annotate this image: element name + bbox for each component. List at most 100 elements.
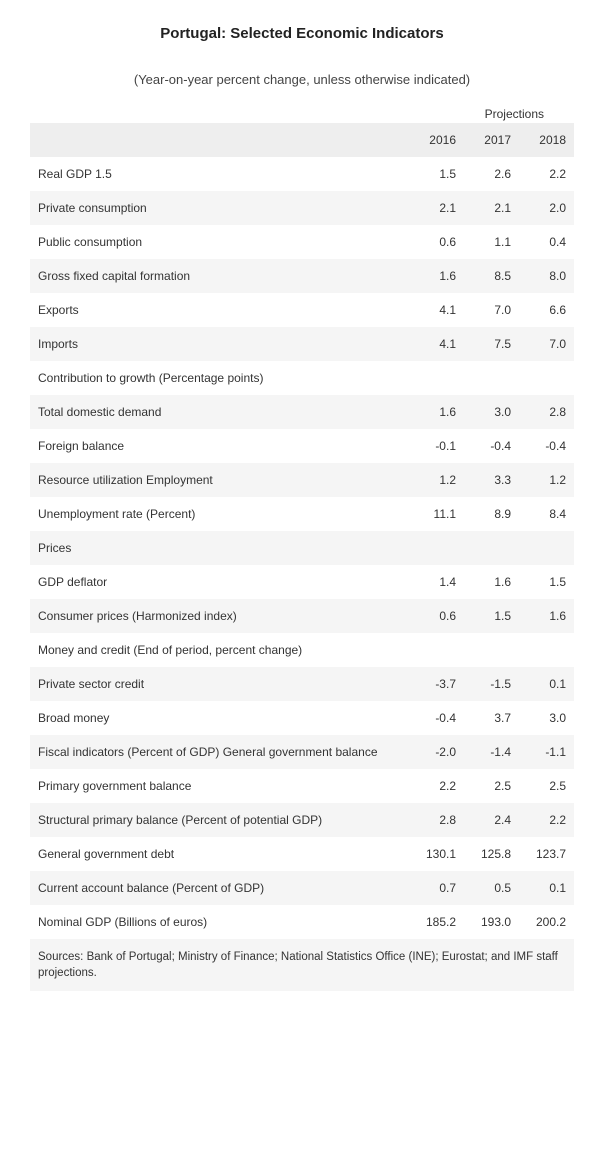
row-value: -0.4	[519, 429, 574, 463]
row-value: 1.4	[409, 565, 464, 599]
row-value: 3.0	[519, 701, 574, 735]
row-value	[409, 361, 464, 395]
row-label: Imports	[30, 327, 409, 361]
row-value: 193.0	[464, 905, 519, 939]
col-header-2017: 2017	[464, 123, 519, 157]
row-label: GDP deflator	[30, 565, 409, 599]
row-label: Exports	[30, 293, 409, 327]
table-row: Unemployment rate (Percent)11.18.98.4	[30, 497, 574, 531]
row-value: 0.1	[519, 871, 574, 905]
table-row: Nominal GDP (Billions of euros)185.2193.…	[30, 905, 574, 939]
row-label: Nominal GDP (Billions of euros)	[30, 905, 409, 939]
table-row: General government debt130.1125.8123.7	[30, 837, 574, 871]
indicators-table: 2016 2017 2018 Real GDP 1.51.52.62.2Priv…	[30, 123, 574, 939]
table-row: Money and credit (End of period, percent…	[30, 633, 574, 667]
row-value: 7.0	[519, 327, 574, 361]
row-value	[464, 531, 519, 565]
table-row: Gross fixed capital formation1.68.58.0	[30, 259, 574, 293]
col-header-2016: 2016	[409, 123, 464, 157]
row-value: -2.0	[409, 735, 464, 769]
row-value: -3.7	[409, 667, 464, 701]
table-row: Private consumption2.12.12.0	[30, 191, 574, 225]
row-label: Gross fixed capital formation	[30, 259, 409, 293]
row-label: Prices	[30, 531, 409, 565]
table-row: Resource utilization Employment1.23.31.2	[30, 463, 574, 497]
row-value: 123.7	[519, 837, 574, 871]
table-row: Consumer prices (Harmonized index)0.61.5…	[30, 599, 574, 633]
sources-note: Sources: Bank of Portugal; Ministry of F…	[30, 939, 574, 991]
row-label: Consumer prices (Harmonized index)	[30, 599, 409, 633]
row-value: 1.2	[409, 463, 464, 497]
row-value: 2.4	[464, 803, 519, 837]
projections-label: Projections	[30, 107, 574, 121]
row-value	[519, 531, 574, 565]
row-label: Broad money	[30, 701, 409, 735]
row-value: 2.5	[519, 769, 574, 803]
row-value: 4.1	[409, 327, 464, 361]
row-value: 0.4	[519, 225, 574, 259]
header-spacer	[30, 123, 409, 157]
table-row: Fiscal indicators (Percent of GDP) Gener…	[30, 735, 574, 769]
report-container: Portugal: Selected Economic Indicators (…	[0, 0, 604, 1011]
row-value: 4.1	[409, 293, 464, 327]
row-label: Structural primary balance (Percent of p…	[30, 803, 409, 837]
row-label: Private sector credit	[30, 667, 409, 701]
row-value: 200.2	[519, 905, 574, 939]
row-value: 1.6	[464, 565, 519, 599]
row-value: 7.5	[464, 327, 519, 361]
row-value: 130.1	[409, 837, 464, 871]
row-value: 2.1	[409, 191, 464, 225]
row-value: 2.6	[464, 157, 519, 191]
row-value: 8.9	[464, 497, 519, 531]
row-label: Current account balance (Percent of GDP)	[30, 871, 409, 905]
row-label: Foreign balance	[30, 429, 409, 463]
row-value: 2.2	[519, 803, 574, 837]
row-value: 8.0	[519, 259, 574, 293]
row-label: Resource utilization Employment	[30, 463, 409, 497]
row-value	[464, 361, 519, 395]
row-value: -0.4	[464, 429, 519, 463]
table-row: Prices	[30, 531, 574, 565]
row-value: 0.6	[409, 225, 464, 259]
row-value: 1.6	[519, 599, 574, 633]
report-subtitle: (Year-on-year percent change, unless oth…	[30, 72, 574, 87]
table-row: Public consumption0.61.10.4	[30, 225, 574, 259]
row-value: 2.5	[464, 769, 519, 803]
row-value: 0.5	[464, 871, 519, 905]
table-row: Total domestic demand1.63.02.8	[30, 395, 574, 429]
table-row: Contribution to growth (Percentage point…	[30, 361, 574, 395]
row-value: 3.3	[464, 463, 519, 497]
row-value: 2.8	[409, 803, 464, 837]
table-row: Private sector credit-3.7-1.50.1	[30, 667, 574, 701]
row-value: 0.7	[409, 871, 464, 905]
row-value	[409, 531, 464, 565]
row-value: 11.1	[409, 497, 464, 531]
row-label: Unemployment rate (Percent)	[30, 497, 409, 531]
row-value: 1.6	[409, 395, 464, 429]
table-row: GDP deflator1.41.61.5	[30, 565, 574, 599]
table-row: Exports4.17.06.6	[30, 293, 574, 327]
row-value: 3.7	[464, 701, 519, 735]
row-value: -1.4	[464, 735, 519, 769]
row-value: 2.1	[464, 191, 519, 225]
row-value: 1.5	[464, 599, 519, 633]
row-value: 185.2	[409, 905, 464, 939]
report-title: Portugal: Selected Economic Indicators	[30, 25, 574, 42]
row-value	[519, 361, 574, 395]
table-header-row: 2016 2017 2018	[30, 123, 574, 157]
row-value: -1.1	[519, 735, 574, 769]
row-value: 125.8	[464, 837, 519, 871]
row-value: 2.0	[519, 191, 574, 225]
row-value: 2.8	[519, 395, 574, 429]
table-row: Imports4.17.57.0	[30, 327, 574, 361]
row-value: 0.6	[409, 599, 464, 633]
row-value: 1.6	[409, 259, 464, 293]
col-header-2018: 2018	[519, 123, 574, 157]
row-value: 6.6	[519, 293, 574, 327]
row-label: Money and credit (End of period, percent…	[30, 633, 409, 667]
row-label: General government debt	[30, 837, 409, 871]
row-value: 8.4	[519, 497, 574, 531]
table-row: Current account balance (Percent of GDP)…	[30, 871, 574, 905]
row-value: 2.2	[519, 157, 574, 191]
row-value: 1.5	[409, 157, 464, 191]
